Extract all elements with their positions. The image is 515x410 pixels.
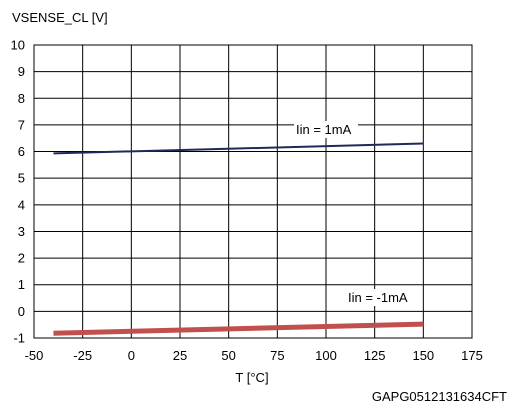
y-tick-label: 7 [18, 117, 25, 132]
y-axis-label: VSENSE_CL [V] [12, 10, 108, 25]
x-tick-label: 125 [364, 348, 386, 363]
y-tick-label: 8 [18, 91, 25, 106]
x-tick-label: 175 [461, 348, 483, 363]
series-label: Iin = 1mA [296, 122, 352, 137]
y-tick-label: 6 [18, 144, 25, 159]
y-tick-label: 9 [18, 64, 25, 79]
x-tick-label: 0 [128, 348, 135, 363]
series-lines [53, 142, 424, 336]
x-tick-label: 50 [221, 348, 235, 363]
x-tick-label: 25 [173, 348, 187, 363]
y-tick-label: 5 [18, 171, 25, 186]
series-label-bg [294, 121, 358, 138]
series-line [53, 321, 424, 336]
series-labels: Iin = 1mA Iin = -1mA [294, 121, 410, 306]
x-tick-label: -50 [25, 348, 44, 363]
y-tick-labels: -1 0 1 2 3 4 5 6 7 8 9 10 [11, 38, 25, 346]
y-tick-label: 1 [18, 277, 25, 292]
x-tick-label: 150 [412, 348, 434, 363]
figure-code: GAPG0512131634CFT [372, 389, 507, 404]
series-label: Iin = -1mA [348, 290, 408, 305]
y-tick-label: 0 [18, 304, 25, 319]
x-axis-label: T [°C] [235, 370, 268, 385]
x-tick-labels: -50 -25 0 25 50 75 100 125 150 175 [25, 348, 483, 363]
y-tick-label: 2 [18, 251, 25, 266]
y-tick-label: 4 [18, 197, 25, 212]
plot-frame [33, 44, 473, 339]
y-tick-label: 3 [18, 224, 25, 239]
y-tick-label: -1 [13, 331, 25, 346]
series-label-bg [346, 289, 410, 306]
series-line [53, 142, 424, 155]
x-tick-label: 100 [315, 348, 337, 363]
x-tick-label: 75 [270, 348, 284, 363]
x-tick-label: -25 [73, 348, 92, 363]
y-tick-label: 10 [11, 38, 25, 53]
